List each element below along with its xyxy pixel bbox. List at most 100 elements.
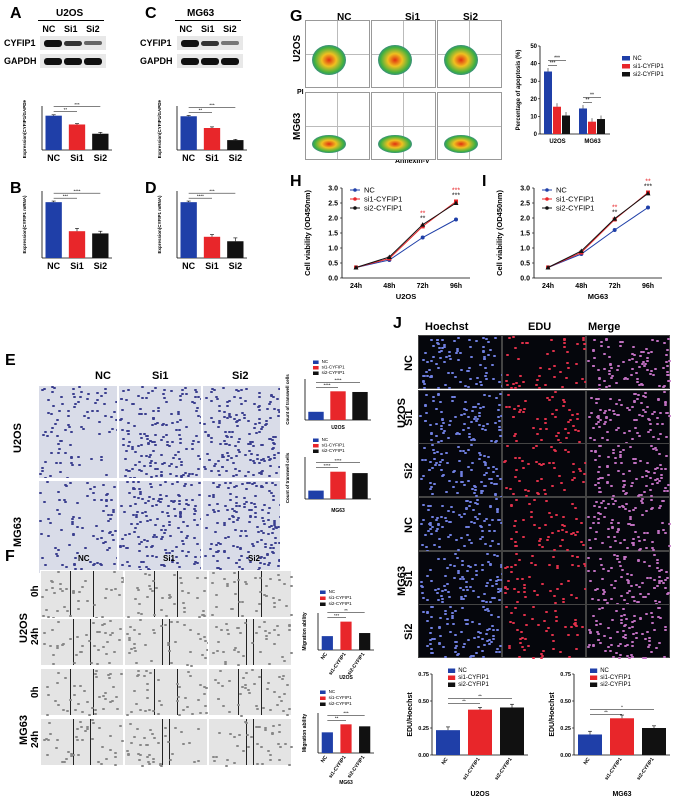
panel-letter-e: E [5,352,16,369]
significance-mark: *** [554,56,560,62]
series-line-si2-cyfip1 [547,193,649,268]
bar-si2 [92,133,109,150]
y-tick-label: 0 [534,132,538,138]
x-axis-label: U2OS [470,791,489,797]
y-tick-label: 0.0 [328,276,338,283]
legend-swatch [320,696,326,700]
legend-swatch [622,72,630,77]
transwell-image [38,480,118,574]
row-label: NC [403,355,415,371]
legend-label: si2-CYFIP1 [556,204,594,213]
x-axis-label: MG63 [331,508,345,513]
legend-label: NC [322,359,329,364]
fluorescence-image [418,551,504,606]
y-tick-label: 10 [530,114,537,120]
wound-image [40,718,124,766]
lane-label: Si2 [223,24,237,34]
row-label: Si1 [403,570,415,587]
bar-nc [308,490,324,499]
fluorescence-image [502,443,587,497]
y-axis-label: Migration ability [302,612,308,651]
protein-label-cyfip1: CYFIP1 [4,38,36,48]
bar-si1 [68,124,86,150]
x-tick-label: NC [583,756,592,766]
x-tick-label: 96h [450,283,462,290]
significance-mark: **** [73,188,80,193]
y-tick-label: 30 [530,79,537,85]
significance-mark: **** [323,383,330,388]
legend-swatch [313,444,319,448]
axis-label-pi: PI [297,89,304,96]
significance-mark: *** [452,193,460,200]
cell-label-mg63: MG63 [187,8,215,19]
flow-cytometry-plot [305,92,370,160]
x-tick-label: 96h [642,283,654,290]
flow-cytometry-plot [437,92,502,160]
y-axis-label: Cell viability (OD450nm) [303,190,312,276]
bar-chart-g: 0 10 20 30 40 50 U2OS ****** MG63 **** Percentage … [516,44,664,145]
significance-mark: *** [334,613,340,618]
series-line-nc [547,207,649,268]
x-tick-label: MG63 [584,139,601,145]
row-label: Si1 [403,409,415,426]
panel-letter-j: J [393,315,402,332]
panel-letter-c: C [145,5,157,22]
col-label-nc: NC [337,12,352,23]
fluorescence-image [586,551,670,606]
row-label-u2os: U2OS [292,34,303,62]
legend-swatch [313,366,319,370]
x-tick-label: 72h [417,283,429,290]
panel-letter-f: F [5,548,15,565]
significance-mark: *** [644,184,652,191]
y-tick-label: 2.5 [520,201,530,208]
y-axis-label: Count of transwell cells [285,452,290,503]
wound-image [40,668,124,716]
x-tick-label: Si1 [70,261,84,271]
legend-label: si1-CYFIP1 [329,595,353,600]
x-tick-label: Si2 [229,153,243,163]
col-label-nc: NC [95,370,111,382]
bar-nc [321,732,333,753]
y-axis-label: Expression(CYFIP1 mRNA) [157,195,162,254]
flow-cytometry-plot [437,20,502,88]
bar-nc [321,636,333,650]
bar-si2-cyfip1 [352,391,368,420]
bar-nc [579,108,587,134]
significance-mark: ** [199,107,203,112]
significance-mark: *** [74,102,80,107]
bar-nc [45,202,62,258]
flow-cytometry-plot [305,20,370,88]
y-tick-label: 40 [530,62,537,68]
col-label-hoechst: Hoechst [425,321,469,333]
fluorescence-image [502,335,587,389]
x-axis-label: U2OS [396,292,416,301]
legend-marker [353,188,357,192]
significance-mark: **** [334,458,341,463]
western-blot-cyfip1 [177,36,243,50]
lane-labels: NC Si1 Si2 [38,24,104,34]
y-axis-label: Expression(CYFIP1 mRNA) [22,195,27,254]
bar-chart-c: NC Si1 Si2*****Expression(CYFIP1/GAPDH) [157,100,247,163]
fluorescence-image [418,604,502,658]
divider [38,20,104,21]
data-point [454,217,458,222]
legend-label: si1-CYFIP1 [322,443,346,448]
legend-swatch [622,64,630,69]
legend-label: NC [329,589,336,594]
significance-mark: ** [420,216,426,223]
significance-mark: ** [604,709,608,714]
y-axis-label: Percentage of apoptosis (%) [516,50,522,131]
col-label-merge: Merge [588,321,621,333]
legend-marker [353,206,357,210]
legend-label: si1-CYFIP1 [322,365,346,370]
fluorescence-image [418,390,503,445]
data-point [646,205,650,210]
lane-label: Si2 [86,24,100,34]
significance-mark: *** [452,188,460,195]
bar-si1-cyfip1 [468,709,492,755]
lane-label: Si1 [63,24,78,34]
y-tick-label: 0.75 [418,672,429,678]
legend-swatch [448,675,456,680]
